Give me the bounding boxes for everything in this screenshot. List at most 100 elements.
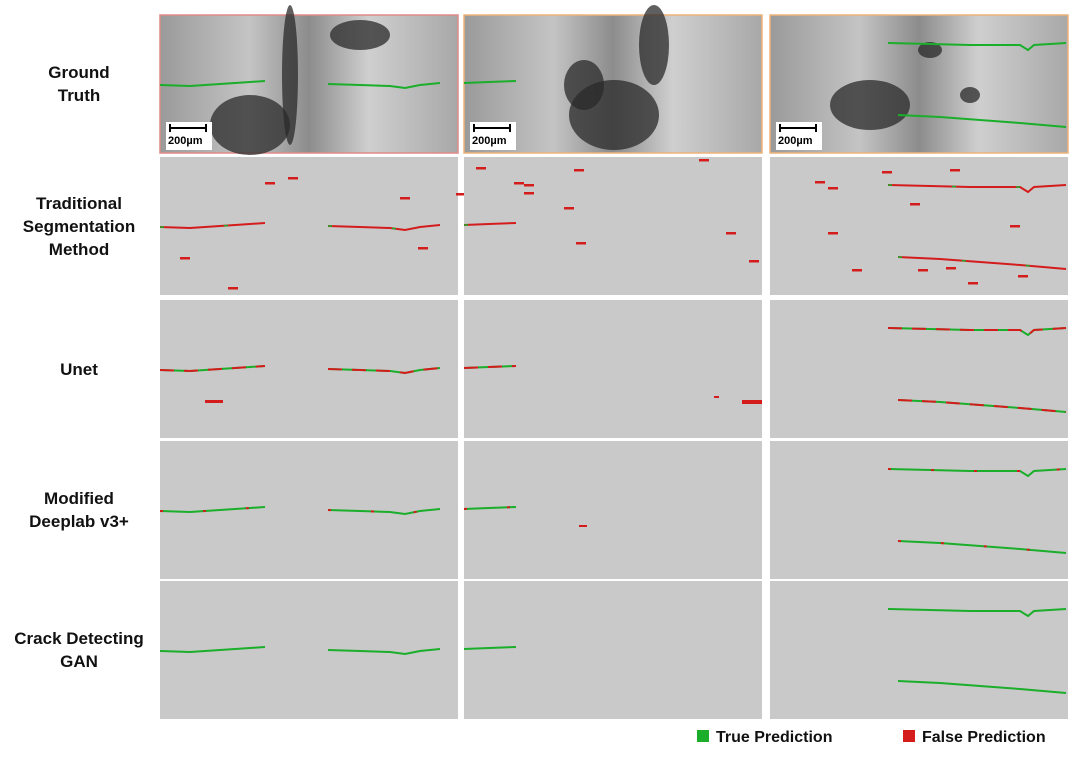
false-spot (714, 396, 719, 398)
prediction-bg (770, 157, 1068, 295)
dark-region (210, 95, 290, 155)
scale-label: 200µm (778, 135, 813, 147)
scale-box (470, 122, 516, 150)
prediction-bg (160, 300, 458, 438)
prediction-bg (770, 441, 1068, 579)
false-spot (1010, 225, 1020, 228)
dark-region (830, 80, 910, 130)
false-spot (564, 207, 574, 210)
false-spot (910, 203, 920, 206)
row-label: Traditional Segmentation Method (0, 157, 158, 295)
false-spot (524, 192, 534, 195)
crack (887, 42, 1067, 52)
crack-error (159, 365, 266, 373)
false-spot (418, 247, 428, 250)
panel: 200µm (159, 5, 459, 155)
false-spot (1018, 275, 1028, 278)
false-spot (180, 257, 190, 260)
crack-error (463, 506, 517, 510)
crack (463, 222, 517, 226)
panel (770, 581, 1068, 719)
prediction-bg (464, 581, 762, 719)
row-label: Crack Detecting GAN (0, 581, 158, 719)
row-label-line: Method (48, 239, 110, 259)
false-spot (574, 169, 584, 172)
crack-error (887, 327, 1067, 337)
prediction-bg (464, 300, 762, 438)
panel (159, 300, 458, 438)
false-spot (726, 232, 736, 235)
crack (887, 184, 1067, 194)
row-label: Unet (0, 300, 158, 438)
dark-region (918, 42, 942, 58)
legend-label: False Prediction (922, 729, 1046, 746)
crack (327, 648, 441, 656)
prediction-bg (464, 441, 762, 579)
crack (327, 508, 441, 516)
false-spot (742, 400, 762, 404)
crack (887, 608, 1067, 618)
dark-region (330, 20, 390, 50)
crack (897, 114, 1067, 128)
prediction-bg (160, 441, 458, 579)
panel (159, 581, 458, 719)
row-label-line: Unet (60, 359, 98, 379)
row-label-line: Truth (57, 86, 101, 105)
scale-box (166, 122, 212, 150)
false-spot (749, 260, 759, 263)
false-spot (228, 287, 238, 290)
prediction-bg (160, 157, 458, 295)
panel (463, 441, 762, 579)
crack (463, 80, 517, 84)
panel (770, 441, 1068, 579)
false-spot (476, 167, 486, 170)
false-spot (968, 282, 978, 285)
panel (463, 157, 762, 295)
false-spot (815, 181, 825, 184)
crack (159, 646, 266, 654)
prediction-bg (770, 300, 1068, 438)
crack-error (463, 365, 517, 369)
crack (159, 222, 266, 230)
row-label-line: Ground (48, 63, 110, 82)
false-spot (265, 182, 275, 185)
panel (159, 157, 466, 295)
false-spot (852, 269, 862, 272)
crack (897, 256, 1067, 270)
false-spot (918, 269, 928, 272)
prediction-bg (770, 581, 1068, 719)
false-spot (400, 197, 410, 200)
prediction-bg (464, 157, 762, 295)
legend-swatch (697, 730, 709, 742)
prediction-bg (160, 581, 458, 719)
crack (327, 82, 441, 90)
row-label-line: GAN (60, 652, 98, 671)
false-spot (828, 232, 838, 235)
legend-swatch (903, 730, 915, 742)
dark-region (282, 5, 298, 145)
crack (159, 80, 266, 88)
dark-region (639, 5, 669, 85)
panel (463, 581, 762, 719)
crack (327, 224, 441, 232)
row-label: Ground Truth (0, 15, 158, 153)
row-label-line: Crack Detecting (14, 629, 144, 648)
row-label: Modified Deeplab v3+ (0, 441, 158, 579)
false-spot (524, 184, 534, 187)
crack-error (327, 367, 441, 375)
false-spot (828, 187, 838, 190)
crack (897, 680, 1067, 694)
crack-error (897, 399, 1067, 413)
legend-label: True Prediction (716, 729, 832, 746)
crack (887, 468, 1067, 478)
row-label-line: Traditional (36, 193, 122, 213)
false-spot (456, 193, 466, 196)
panel (463, 300, 762, 438)
false-spot (514, 182, 524, 185)
scale-box (776, 122, 822, 150)
panel (770, 300, 1068, 438)
row-label-line: Modified (44, 489, 114, 508)
false-spot (882, 171, 892, 174)
